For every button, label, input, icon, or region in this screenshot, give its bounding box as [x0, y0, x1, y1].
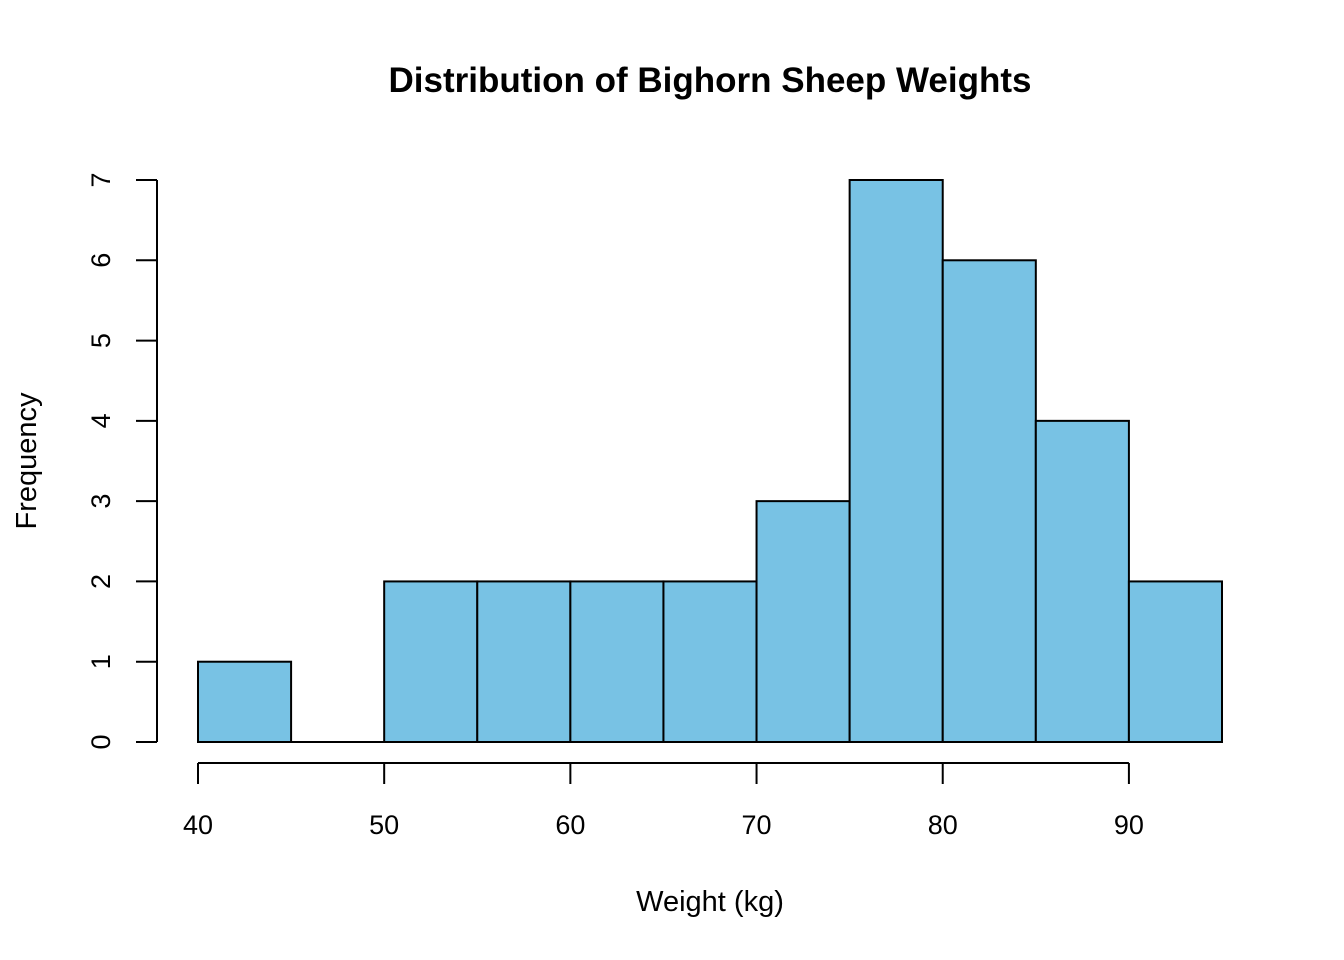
- histogram-bar: [662, 580, 758, 744]
- histogram-bar: [1034, 419, 1130, 743]
- histogram-bar: [569, 580, 665, 744]
- y-tick-label: 1: [86, 654, 116, 669]
- y-axis-title: Frequency: [11, 392, 43, 530]
- y-tick-label: 3: [86, 494, 116, 509]
- x-tick-label: 90: [1114, 810, 1144, 840]
- y-tick-label: 5: [86, 333, 116, 348]
- x-axis: 40 50 60 70 80 90: [183, 762, 1144, 840]
- histogram-bar: [941, 259, 1037, 743]
- y-tick-label: 0: [86, 734, 116, 749]
- x-tick-label: 70: [742, 810, 772, 840]
- histogram-bar: [755, 500, 851, 743]
- x-tick-label: 50: [369, 810, 399, 840]
- histogram-bar: [848, 179, 944, 743]
- histogram-bar: [197, 660, 293, 744]
- y-tick-label: 7: [86, 172, 116, 187]
- chart-title: Distribution of Bighorn Sheep Weights: [389, 61, 1032, 100]
- histogram-bar: [1127, 580, 1223, 744]
- y-tick-label: 4: [86, 413, 116, 428]
- x-tick-label: 40: [183, 810, 213, 840]
- y-axis: 0 1 2 3 4 5 6 7: [86, 172, 158, 750]
- x-tick-label: 60: [555, 810, 585, 840]
- y-tick-label: 2: [86, 574, 116, 589]
- histogram-bar: [476, 580, 572, 744]
- x-tick-label: 80: [928, 810, 958, 840]
- y-tick-label: 6: [86, 253, 116, 268]
- histogram-bar: [383, 580, 479, 744]
- bars-layer: [197, 179, 1223, 744]
- x-axis-title: Weight (kg): [636, 886, 784, 918]
